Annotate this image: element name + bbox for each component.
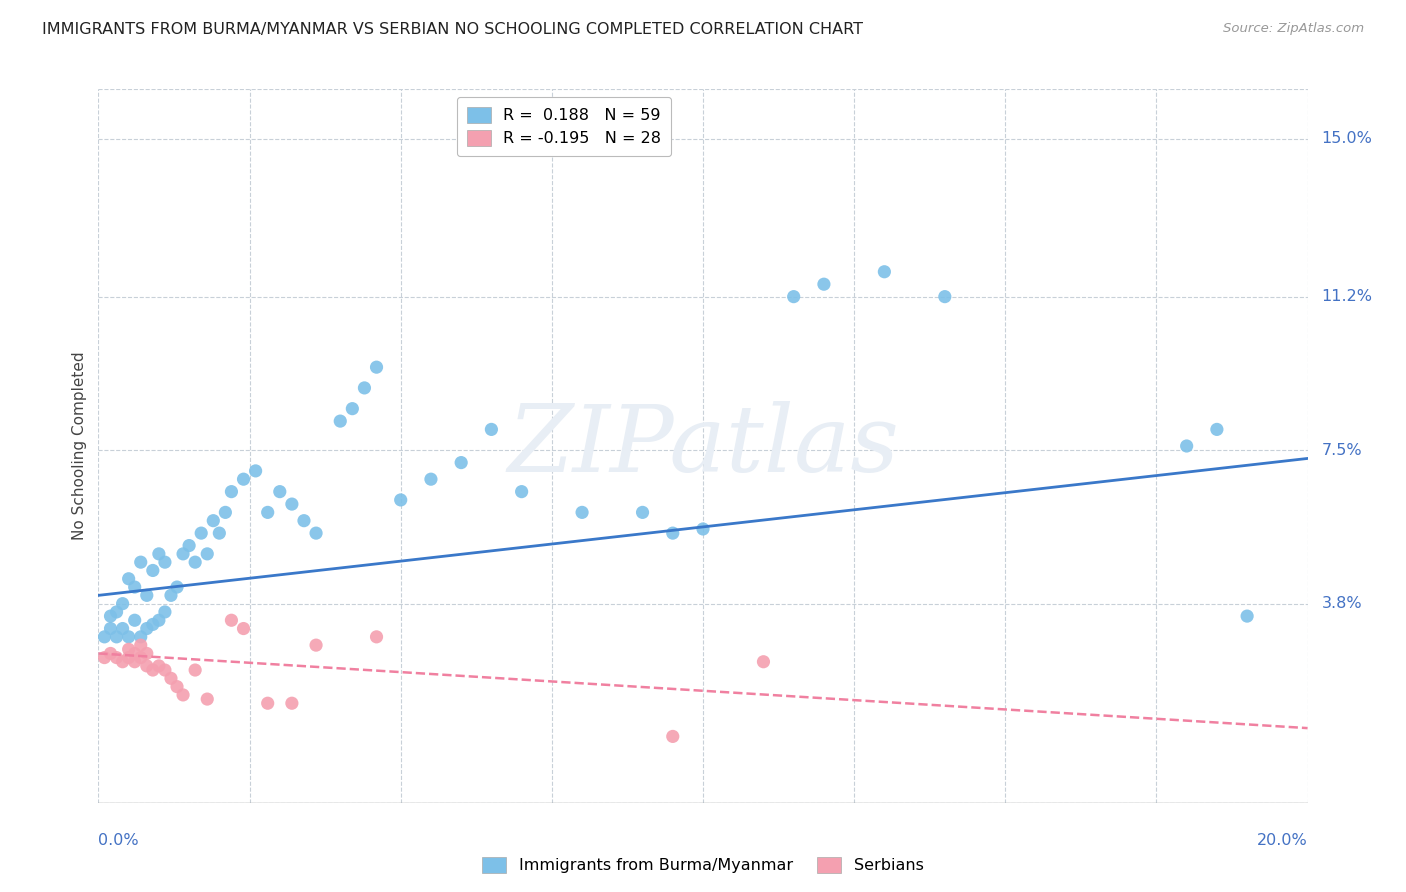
- Point: [153, 605, 176, 619]
- Point: [813, 277, 835, 292]
- Point: [1175, 439, 1198, 453]
- Text: 20.0%: 20.0%: [1257, 833, 1308, 848]
- Point: [481, 422, 503, 436]
- Point: [172, 688, 194, 702]
- Point: [305, 638, 328, 652]
- Point: [221, 484, 243, 499]
- Point: [184, 663, 207, 677]
- Point: [692, 522, 714, 536]
- Point: [105, 630, 128, 644]
- Point: [256, 696, 278, 710]
- Point: [214, 505, 236, 519]
- Point: [221, 613, 243, 627]
- Point: [124, 613, 146, 627]
- Point: [124, 580, 146, 594]
- Point: [571, 505, 593, 519]
- Point: [160, 671, 183, 685]
- Point: [118, 642, 141, 657]
- Point: [450, 456, 472, 470]
- Point: [124, 655, 146, 669]
- Text: ZIPatlas: ZIPatlas: [508, 401, 898, 491]
- Text: Source: ZipAtlas.com: Source: ZipAtlas.com: [1223, 22, 1364, 36]
- Point: [1236, 609, 1258, 624]
- Point: [166, 580, 188, 594]
- Point: [782, 290, 804, 304]
- Point: [752, 655, 775, 669]
- Point: [269, 484, 291, 499]
- Point: [129, 630, 152, 644]
- Legend: R =  0.188   N = 59, R = -0.195   N = 28: R = 0.188 N = 59, R = -0.195 N = 28: [457, 97, 671, 156]
- Point: [105, 650, 128, 665]
- Point: [100, 647, 122, 661]
- Point: [129, 650, 152, 665]
- Point: [118, 572, 141, 586]
- Text: IMMIGRANTS FROM BURMA/MYANMAR VS SERBIAN NO SCHOOLING COMPLETED CORRELATION CHAR: IMMIGRANTS FROM BURMA/MYANMAR VS SERBIAN…: [42, 22, 863, 37]
- Legend: Immigrants from Burma/Myanmar, Serbians: Immigrants from Burma/Myanmar, Serbians: [475, 850, 931, 880]
- Point: [160, 588, 183, 602]
- Point: [100, 622, 122, 636]
- Point: [111, 597, 134, 611]
- Point: [118, 630, 141, 644]
- Point: [135, 622, 157, 636]
- Point: [172, 547, 194, 561]
- Point: [245, 464, 267, 478]
- Point: [195, 547, 218, 561]
- Point: [135, 647, 157, 661]
- Point: [419, 472, 441, 486]
- Point: [202, 514, 225, 528]
- Point: [631, 505, 654, 519]
- Point: [208, 526, 231, 541]
- Point: [256, 505, 278, 519]
- Point: [142, 663, 165, 677]
- Point: [111, 622, 134, 636]
- Point: [190, 526, 212, 541]
- Point: [232, 622, 254, 636]
- Point: [281, 497, 304, 511]
- Point: [342, 401, 364, 416]
- Point: [389, 492, 412, 507]
- Point: [292, 514, 315, 528]
- Point: [105, 605, 128, 619]
- Point: [184, 555, 207, 569]
- Point: [232, 472, 254, 486]
- Point: [129, 555, 152, 569]
- Point: [129, 638, 152, 652]
- Point: [148, 613, 170, 627]
- Point: [1206, 422, 1229, 436]
- Point: [305, 526, 328, 541]
- Point: [148, 659, 170, 673]
- Text: 11.2%: 11.2%: [1322, 289, 1372, 304]
- Text: 15.0%: 15.0%: [1322, 131, 1372, 146]
- Text: 0.0%: 0.0%: [98, 833, 139, 848]
- Point: [148, 547, 170, 561]
- Point: [934, 290, 956, 304]
- Point: [93, 630, 115, 644]
- Point: [510, 484, 533, 499]
- Point: [135, 588, 157, 602]
- Point: [661, 526, 683, 541]
- Point: [281, 696, 304, 710]
- Point: [142, 564, 165, 578]
- Point: [124, 647, 146, 661]
- Point: [661, 730, 683, 744]
- Point: [142, 617, 165, 632]
- Point: [153, 555, 176, 569]
- Point: [366, 630, 388, 644]
- Point: [111, 655, 134, 669]
- Point: [153, 663, 176, 677]
- Point: [366, 360, 388, 375]
- Point: [100, 609, 122, 624]
- Point: [195, 692, 218, 706]
- Text: 3.8%: 3.8%: [1322, 596, 1362, 611]
- Point: [118, 650, 141, 665]
- Point: [166, 680, 188, 694]
- Point: [135, 659, 157, 673]
- Point: [93, 650, 115, 665]
- Y-axis label: No Schooling Completed: No Schooling Completed: [72, 351, 87, 541]
- Point: [353, 381, 375, 395]
- Point: [329, 414, 352, 428]
- Point: [873, 265, 896, 279]
- Text: 7.5%: 7.5%: [1322, 442, 1362, 458]
- Point: [177, 539, 201, 553]
